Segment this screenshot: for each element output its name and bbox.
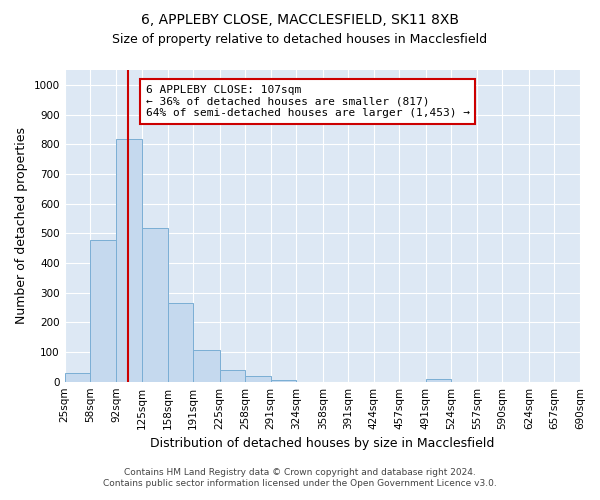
Bar xyxy=(220,370,245,382)
Bar xyxy=(271,380,296,382)
X-axis label: Distribution of detached houses by size in Macclesfield: Distribution of detached houses by size … xyxy=(150,437,494,450)
Bar xyxy=(90,240,116,382)
Bar xyxy=(142,228,167,382)
Bar xyxy=(245,376,271,382)
Bar xyxy=(426,378,451,382)
Y-axis label: Number of detached properties: Number of detached properties xyxy=(15,128,28,324)
Bar xyxy=(193,350,220,382)
Bar xyxy=(167,303,193,382)
Text: Size of property relative to detached houses in Macclesfield: Size of property relative to detached ho… xyxy=(112,32,488,46)
Text: 6 APPLEBY CLOSE: 107sqm
← 36% of detached houses are smaller (817)
64% of semi-d: 6 APPLEBY CLOSE: 107sqm ← 36% of detache… xyxy=(146,85,470,118)
Text: Contains HM Land Registry data © Crown copyright and database right 2024.
Contai: Contains HM Land Registry data © Crown c… xyxy=(103,468,497,487)
Bar xyxy=(65,373,90,382)
Bar xyxy=(116,139,142,382)
Text: 6, APPLEBY CLOSE, MACCLESFIELD, SK11 8XB: 6, APPLEBY CLOSE, MACCLESFIELD, SK11 8XB xyxy=(141,12,459,26)
